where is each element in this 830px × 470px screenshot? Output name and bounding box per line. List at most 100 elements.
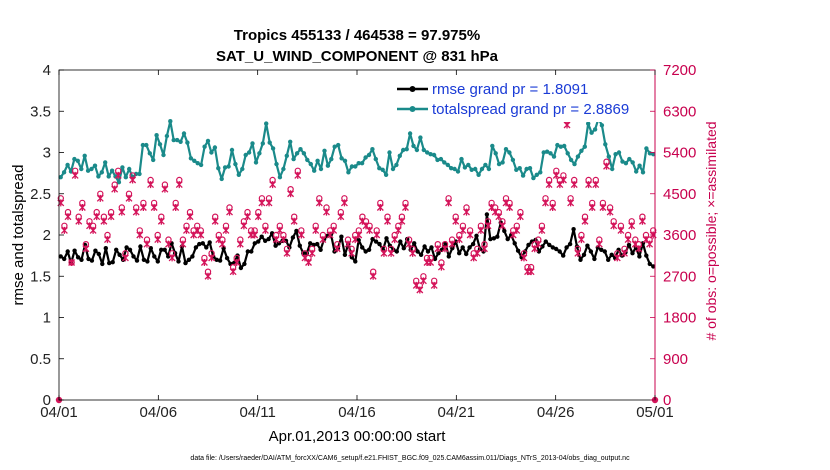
obs-assimilated-marker [139, 204, 147, 211]
totalspread-point [490, 143, 495, 149]
x-tick-label: 04/06 [140, 404, 178, 421]
y-right-tick-label: 1800 [663, 310, 696, 327]
rmse-point [318, 247, 323, 252]
totalspread-point [462, 165, 468, 170]
totalspread-point [325, 163, 331, 168]
legend-box [395, 78, 650, 122]
rmse-point [224, 255, 230, 261]
obs-assimilated-marker [631, 240, 639, 248]
obs-assimilated-marker [610, 222, 618, 230]
obs-assimilated-marker [520, 254, 528, 262]
obs-assimilated-marker [430, 281, 438, 289]
rmse-point [415, 249, 420, 254]
rmse-point [571, 227, 576, 232]
obs-assimilated-marker [182, 226, 190, 234]
obs-assimilated-marker [301, 254, 309, 262]
totalspread-point [264, 121, 269, 126]
totalspread-point [116, 180, 122, 185]
obs-assimilated-marker [71, 171, 79, 179]
obs-assimilated-marker [613, 254, 621, 262]
totalspread-point [72, 156, 77, 162]
totalspread-point [157, 142, 163, 147]
rmse-point [630, 251, 635, 256]
obs-assimilated-marker [581, 217, 589, 225]
totalspread-point [85, 168, 91, 173]
obs-assimilated-marker [308, 249, 316, 257]
y-left-tick-label: 0.5 [30, 351, 51, 368]
rmse-point [536, 249, 542, 254]
obs-assimilated-marker [398, 217, 406, 225]
totalspread-point [198, 162, 204, 168]
rmse-point [193, 245, 199, 250]
rmse-point [394, 249, 399, 254]
totalspread-point [336, 142, 341, 148]
obs-assimilated-marker [506, 204, 514, 211]
rmse-point [100, 261, 105, 267]
totalspread-point [284, 153, 289, 158]
totalspread-point [383, 172, 389, 177]
obs-assimilated-marker [448, 240, 456, 248]
totalspread-point [270, 146, 276, 151]
totalspread-point [644, 146, 649, 151]
obs-assimilated-marker [617, 226, 625, 234]
totalspread-point [288, 139, 293, 144]
totalspread-point [267, 140, 272, 145]
rmse-point [578, 257, 583, 262]
series-totalspread [58, 116, 656, 185]
rmse-point [117, 252, 122, 257]
obs-assimilated-marker [104, 236, 111, 244]
obs-assimilated-marker [340, 199, 348, 207]
rmse-point [418, 252, 424, 257]
totalspread-point [96, 174, 101, 179]
obs-assimilated-marker [549, 204, 557, 211]
totalspread-point [308, 161, 313, 167]
obs-assimilated-marker [344, 240, 352, 248]
obs-assimilated-marker [624, 236, 632, 244]
obs-assimilated-marker [157, 217, 165, 225]
rmse-point [366, 247, 372, 252]
totalspread-point [411, 143, 416, 149]
obs-assimilated-marker [477, 226, 485, 234]
rmse-point [294, 228, 299, 234]
obs-assimilated-marker [114, 171, 122, 179]
obs-assimilated-marker [556, 181, 564, 189]
totalspread-point [315, 158, 320, 163]
totalspread-point [558, 144, 563, 149]
rmse-point [245, 249, 250, 254]
rmse-point [464, 251, 469, 257]
totalspread-point [99, 170, 105, 175]
obs-assimilated-marker [276, 226, 284, 234]
obs-assimilated-marker [484, 222, 492, 230]
totalspread-point [592, 127, 598, 132]
obs-assimilated-marker [297, 231, 305, 239]
obs-assimilated-marker [93, 213, 101, 221]
totalspread-point [236, 172, 241, 177]
obs-assimilated-marker [351, 236, 359, 244]
rmse-point [266, 236, 271, 242]
totalspread-point [312, 168, 317, 173]
obs-assimilated-marker [165, 240, 172, 248]
rmse-point [145, 259, 150, 264]
y-left-tick-label: 2.5 [30, 186, 51, 203]
totalspread-point [390, 166, 396, 172]
obs-assimilated-marker [405, 240, 413, 248]
rmse-point [155, 259, 160, 264]
rmse-point [176, 259, 181, 264]
rmse-point [290, 235, 296, 240]
totalspread-point [219, 176, 224, 182]
totalspread-point [253, 160, 259, 165]
totalspread-point [164, 133, 170, 139]
rmse-point [114, 247, 119, 252]
rmse-point [238, 265, 244, 271]
obs-assimilated-marker [305, 259, 312, 266]
y-right-tick-label: 3600 [663, 227, 696, 244]
rmse-point [550, 245, 555, 250]
totalspread-point [260, 141, 265, 146]
obs-assimilated-marker [254, 213, 262, 221]
totalspread-point [301, 151, 307, 156]
rmse-point [398, 239, 403, 244]
totalspread-point [353, 164, 358, 169]
rmse-point [65, 249, 70, 254]
obs-assimilated-marker [197, 231, 205, 239]
x-tick-label: 04/01 [40, 404, 78, 421]
